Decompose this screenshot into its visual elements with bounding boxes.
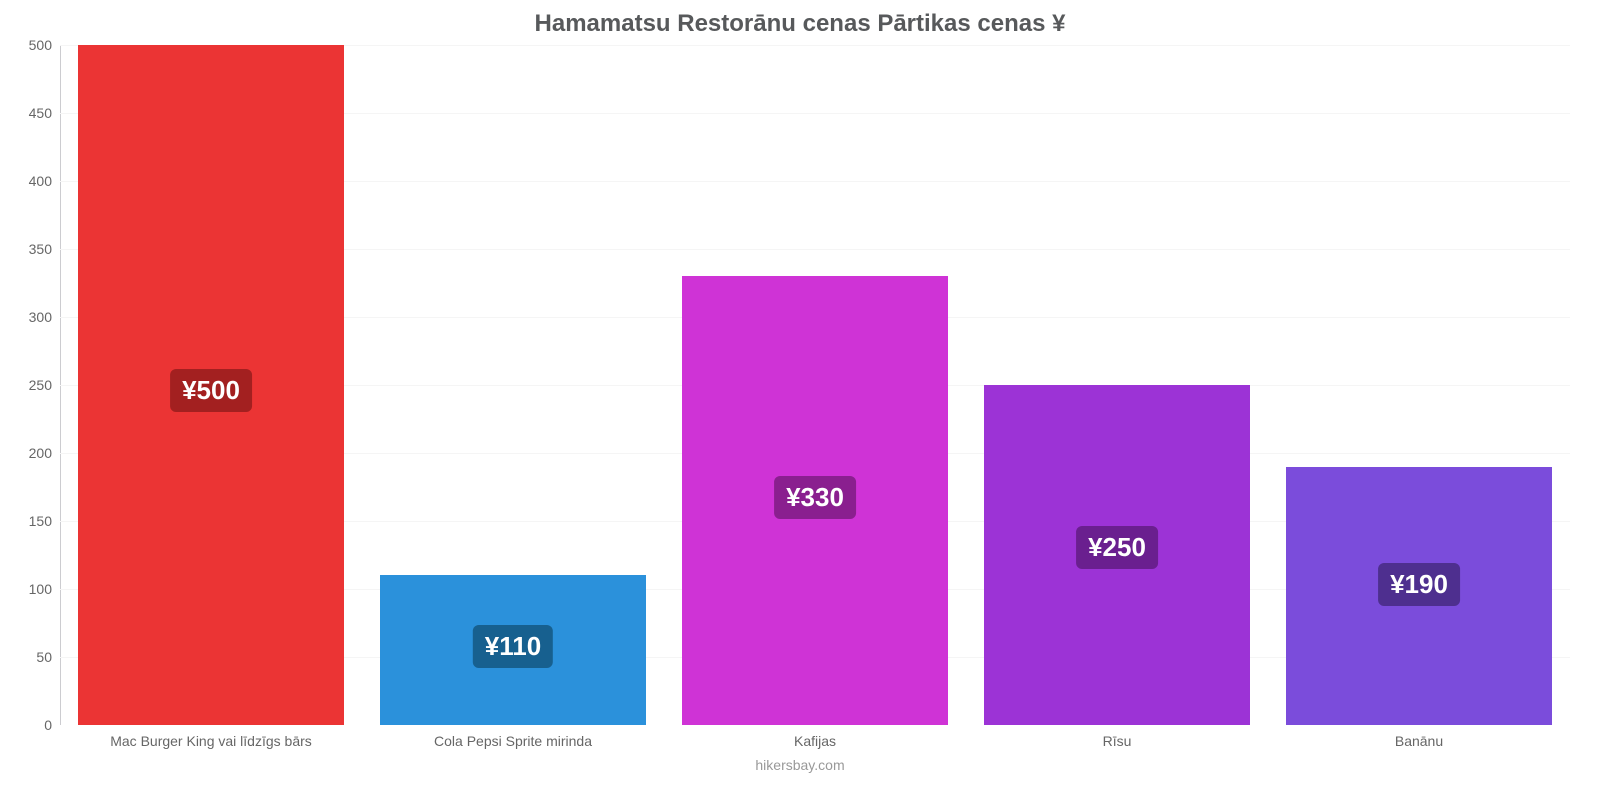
y-tick-label: 250 [29,377,60,393]
bar: ¥110 [380,575,646,725]
value-badge: ¥500 [170,369,252,412]
y-tick-label: 350 [29,241,60,257]
value-badge: ¥190 [1378,563,1460,606]
x-tick-label: Kafijas [794,725,836,749]
y-tick-label: 150 [29,513,60,529]
value-badge: ¥110 [473,625,553,668]
y-tick-label: 300 [29,309,60,325]
value-badge: ¥330 [774,476,856,519]
bar: ¥330 [682,276,948,725]
bar: ¥500 [78,45,344,725]
chart-container: Hamamatsu Restorānu cenas Pārtikas cenas… [0,0,1600,800]
chart-title: Hamamatsu Restorānu cenas Pārtikas cenas… [0,0,1600,38]
bar: ¥190 [1286,467,1552,725]
y-tick-label: 200 [29,445,60,461]
y-tick-label: 450 [29,105,60,121]
value-badge: ¥250 [1076,526,1158,569]
x-tick-label: Rīsu [1103,725,1132,749]
y-tick-label: 50 [36,649,60,665]
x-tick-label: Cola Pepsi Sprite mirinda [434,725,592,749]
x-tick-label: Mac Burger King vai līdzīgs bārs [110,725,312,749]
bar: ¥250 [984,385,1250,725]
chart-footer: hikersbay.com [755,757,844,773]
y-tick-label: 400 [29,173,60,189]
y-tick-label: 100 [29,581,60,597]
y-tick-label: 500 [29,37,60,53]
y-tick-label: 0 [44,717,60,733]
x-tick-label: Banānu [1395,725,1443,749]
plot-area: 050100150200250300350400450500¥500Mac Bu… [60,45,1570,725]
